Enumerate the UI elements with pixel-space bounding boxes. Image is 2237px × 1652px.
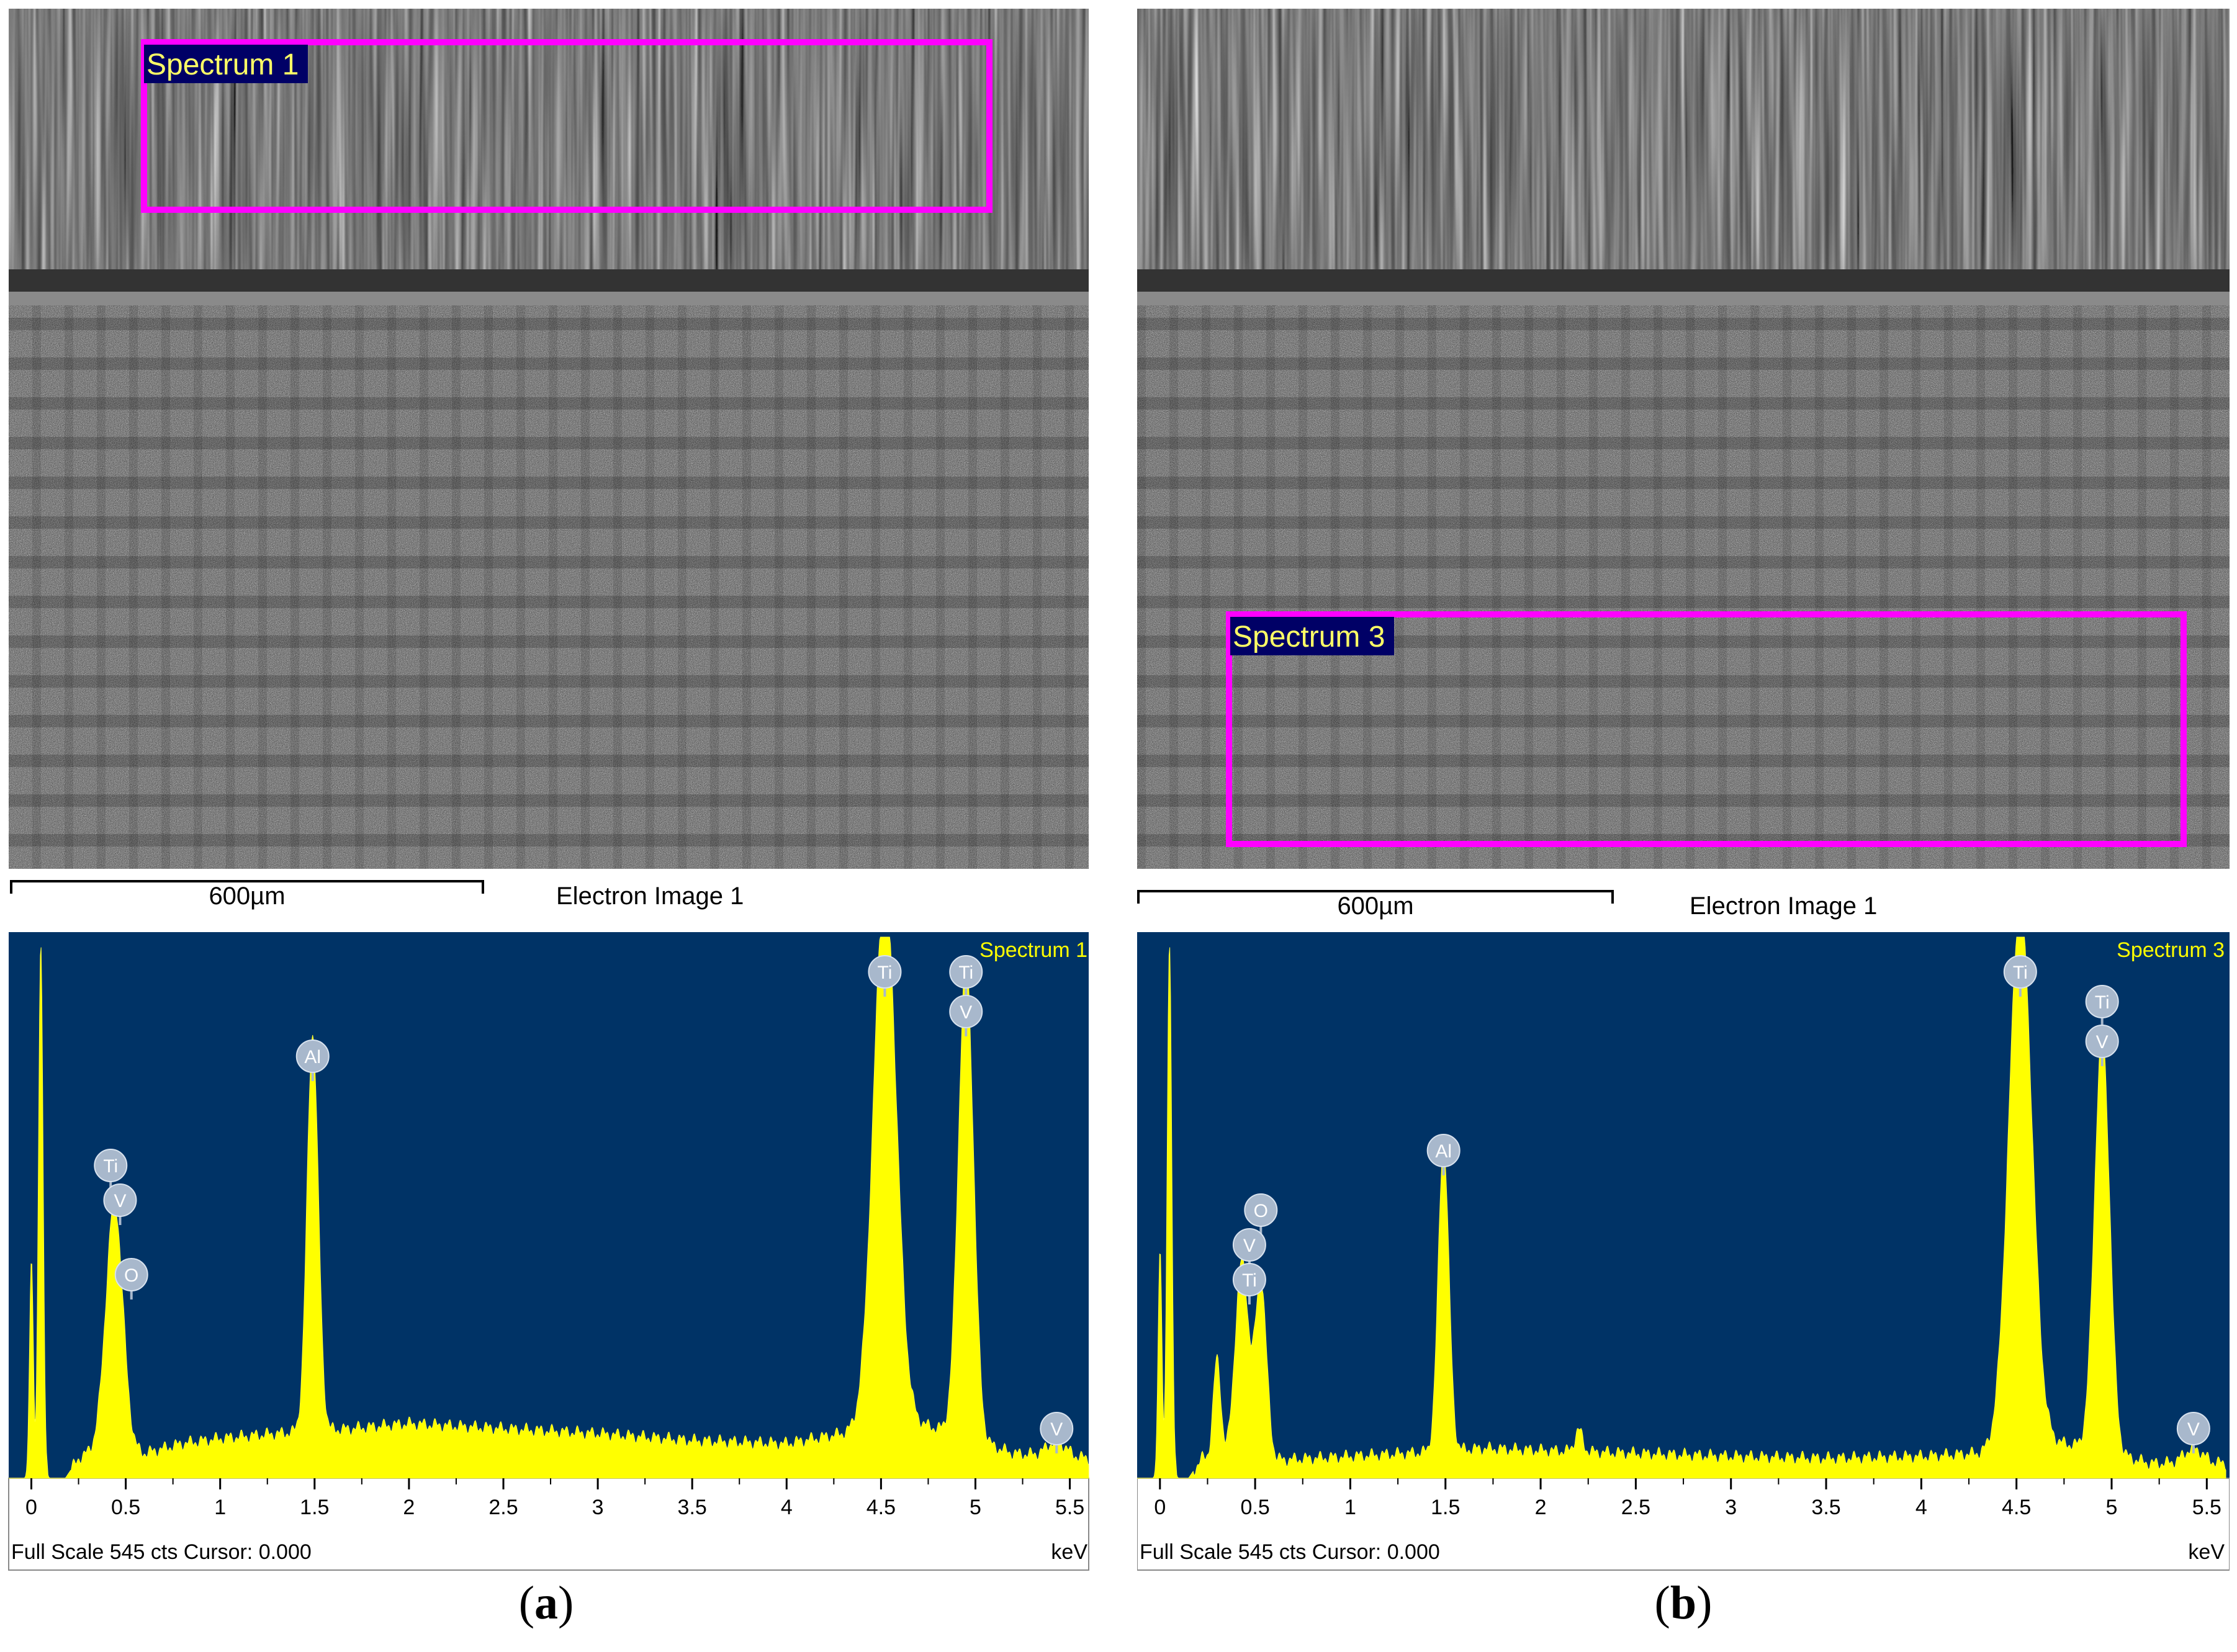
scale-bar bbox=[10, 880, 484, 894]
element-label: V bbox=[949, 995, 983, 1036]
footer-left: Full Scale 545 cts Cursor: 0.000 bbox=[11, 1540, 312, 1564]
x-tick-label: 0 bbox=[25, 1496, 37, 1519]
x-tick-label: 2.5 bbox=[1621, 1496, 1650, 1519]
x-tick-label: 1.5 bbox=[1431, 1496, 1460, 1519]
element-label: V bbox=[103, 1183, 137, 1225]
svg-text:V: V bbox=[960, 1002, 972, 1023]
svg-text:V: V bbox=[2187, 1419, 2200, 1440]
plot-area bbox=[1137, 932, 2230, 1478]
caption-letter: a bbox=[534, 1577, 558, 1629]
plot-area bbox=[9, 932, 1089, 1478]
scale-bar-row: 600µm Electron Image 1 bbox=[0, 869, 1092, 931]
scale-bar-label: 600µm bbox=[1337, 892, 1414, 920]
x-tick-label: 4.5 bbox=[2002, 1496, 2031, 1519]
spectrum-area bbox=[1137, 936, 2226, 1479]
element-label: Ti bbox=[868, 955, 902, 997]
x-tick-label: 0.5 bbox=[1240, 1496, 1269, 1519]
image-title: Electron Image 1 bbox=[1690, 892, 1878, 920]
svg-text:Ti: Ti bbox=[2013, 963, 2028, 983]
element-label: O bbox=[114, 1258, 148, 1300]
svg-text:Al: Al bbox=[304, 1047, 321, 1067]
x-tick-label: 2.5 bbox=[488, 1496, 518, 1519]
element-label: Ti bbox=[1232, 1263, 1266, 1304]
scale-bar-label: 600µm bbox=[209, 882, 286, 910]
panel-a: Spectrum 1 600µm Electron Image 1 Ti V O Al… bbox=[0, 0, 1092, 1652]
spectrum-title: Spectrum 1 bbox=[979, 938, 1087, 962]
roi-box[interactable] bbox=[141, 39, 992, 213]
svg-text:O: O bbox=[1254, 1201, 1268, 1221]
x-tick-label: 3.5 bbox=[678, 1496, 707, 1519]
x-tick-label: 5.5 bbox=[1055, 1496, 1084, 1519]
svg-text:V: V bbox=[1050, 1419, 1063, 1440]
svg-text:V: V bbox=[1243, 1236, 1256, 1256]
caption-letter: b bbox=[1670, 1577, 1697, 1629]
x-tick-label: 5.5 bbox=[2192, 1496, 2221, 1519]
spectrum-chart: O V Ti Al Ti Ti V V 0 0.5 1 1.5 2 2.5 3 3.5 4 4.5 5 5.5 Sp… bbox=[1137, 931, 2230, 1571]
svg-text:Ti: Ti bbox=[1242, 1270, 1257, 1291]
x-tick-label: 5 bbox=[970, 1496, 981, 1519]
x-tick-label: 4 bbox=[781, 1496, 793, 1519]
element-label: Al bbox=[295, 1039, 330, 1081]
x-tick-label: 3.5 bbox=[1811, 1496, 1840, 1519]
roi-label: Spectrum 1 bbox=[146, 48, 299, 81]
element-label: V bbox=[2176, 1412, 2210, 1453]
element-label: Al bbox=[1426, 1134, 1461, 1175]
x-tick-label: 3 bbox=[592, 1496, 604, 1519]
element-label: Ti bbox=[2085, 985, 2119, 1026]
spectrum-chart: Ti V O Al Ti Ti V V 0 0.5 1 1.5 2 2.5 3 3.5 4 4.5 5 5.5 Sp… bbox=[0, 931, 1092, 1571]
element-label: V bbox=[2085, 1025, 2119, 1066]
element-label: O bbox=[1244, 1193, 1278, 1235]
x-tick-label: 0.5 bbox=[111, 1496, 140, 1519]
spectrum-area bbox=[9, 936, 1089, 1479]
electron-image: Spectrum 3 bbox=[1137, 0, 2230, 869]
roi-label-bg bbox=[1230, 617, 1394, 655]
roi-label: Spectrum 3 bbox=[1233, 621, 1385, 653]
roi-label-bg bbox=[144, 45, 308, 83]
caption-a: (a) bbox=[518, 1577, 574, 1629]
x-tick-label: 1 bbox=[214, 1496, 226, 1519]
x-tick-label: 2 bbox=[403, 1496, 415, 1519]
spectrum-svg: Ti V O Al Ti Ti V V 0 0.5 1 1.5 2 2.5 3 3.5 4 4.5 5 5.5 Sp… bbox=[8, 932, 1089, 1571]
svg-text:Ti: Ti bbox=[958, 963, 973, 983]
roi-box[interactable] bbox=[1226, 611, 2187, 847]
svg-text:V: V bbox=[114, 1191, 126, 1211]
image-title: Electron Image 1 bbox=[556, 882, 744, 910]
x-tick-label: 0 bbox=[1154, 1496, 1166, 1519]
axis-area bbox=[8, 1478, 1089, 1571]
panel-b: Spectrum 3 600µm Electron Image 1 O V Ti Al… bbox=[1137, 0, 2230, 1652]
caption-b: (b) bbox=[1654, 1577, 1713, 1629]
spectrum-title: Spectrum 3 bbox=[2117, 938, 2225, 962]
scale-bar-row: 600µm Electron Image 1 bbox=[1137, 879, 2230, 931]
svg-text:V: V bbox=[2096, 1032, 2109, 1053]
svg-text:Al: Al bbox=[1435, 1141, 1452, 1162]
x-tick-label: 1 bbox=[1344, 1496, 1356, 1519]
x-tick-label: 4.5 bbox=[866, 1496, 896, 1519]
element-label: V bbox=[1040, 1412, 1074, 1453]
element-label: Ti bbox=[2003, 955, 2037, 997]
x-tick-label: 2 bbox=[1535, 1496, 1547, 1519]
footer-right: keV bbox=[2188, 1540, 2225, 1564]
svg-text:Ti: Ti bbox=[878, 963, 893, 983]
svg-text:O: O bbox=[124, 1265, 138, 1286]
svg-text:Ti: Ti bbox=[2095, 992, 2110, 1013]
x-tick-label: 4 bbox=[1915, 1496, 1927, 1519]
electron-image: Spectrum 1 bbox=[0, 0, 1092, 869]
x-tick-label: 1.5 bbox=[300, 1496, 329, 1519]
footer-left: Full Scale 545 cts Cursor: 0.000 bbox=[1140, 1540, 1440, 1564]
x-tick-label: 3 bbox=[1725, 1496, 1737, 1519]
scale-bar bbox=[1137, 890, 1614, 904]
element-label: Ti bbox=[949, 955, 983, 997]
footer-right: keV bbox=[1051, 1540, 1087, 1564]
svg-text:Ti: Ti bbox=[103, 1156, 118, 1177]
x-tick-label: 5 bbox=[2106, 1496, 2118, 1519]
